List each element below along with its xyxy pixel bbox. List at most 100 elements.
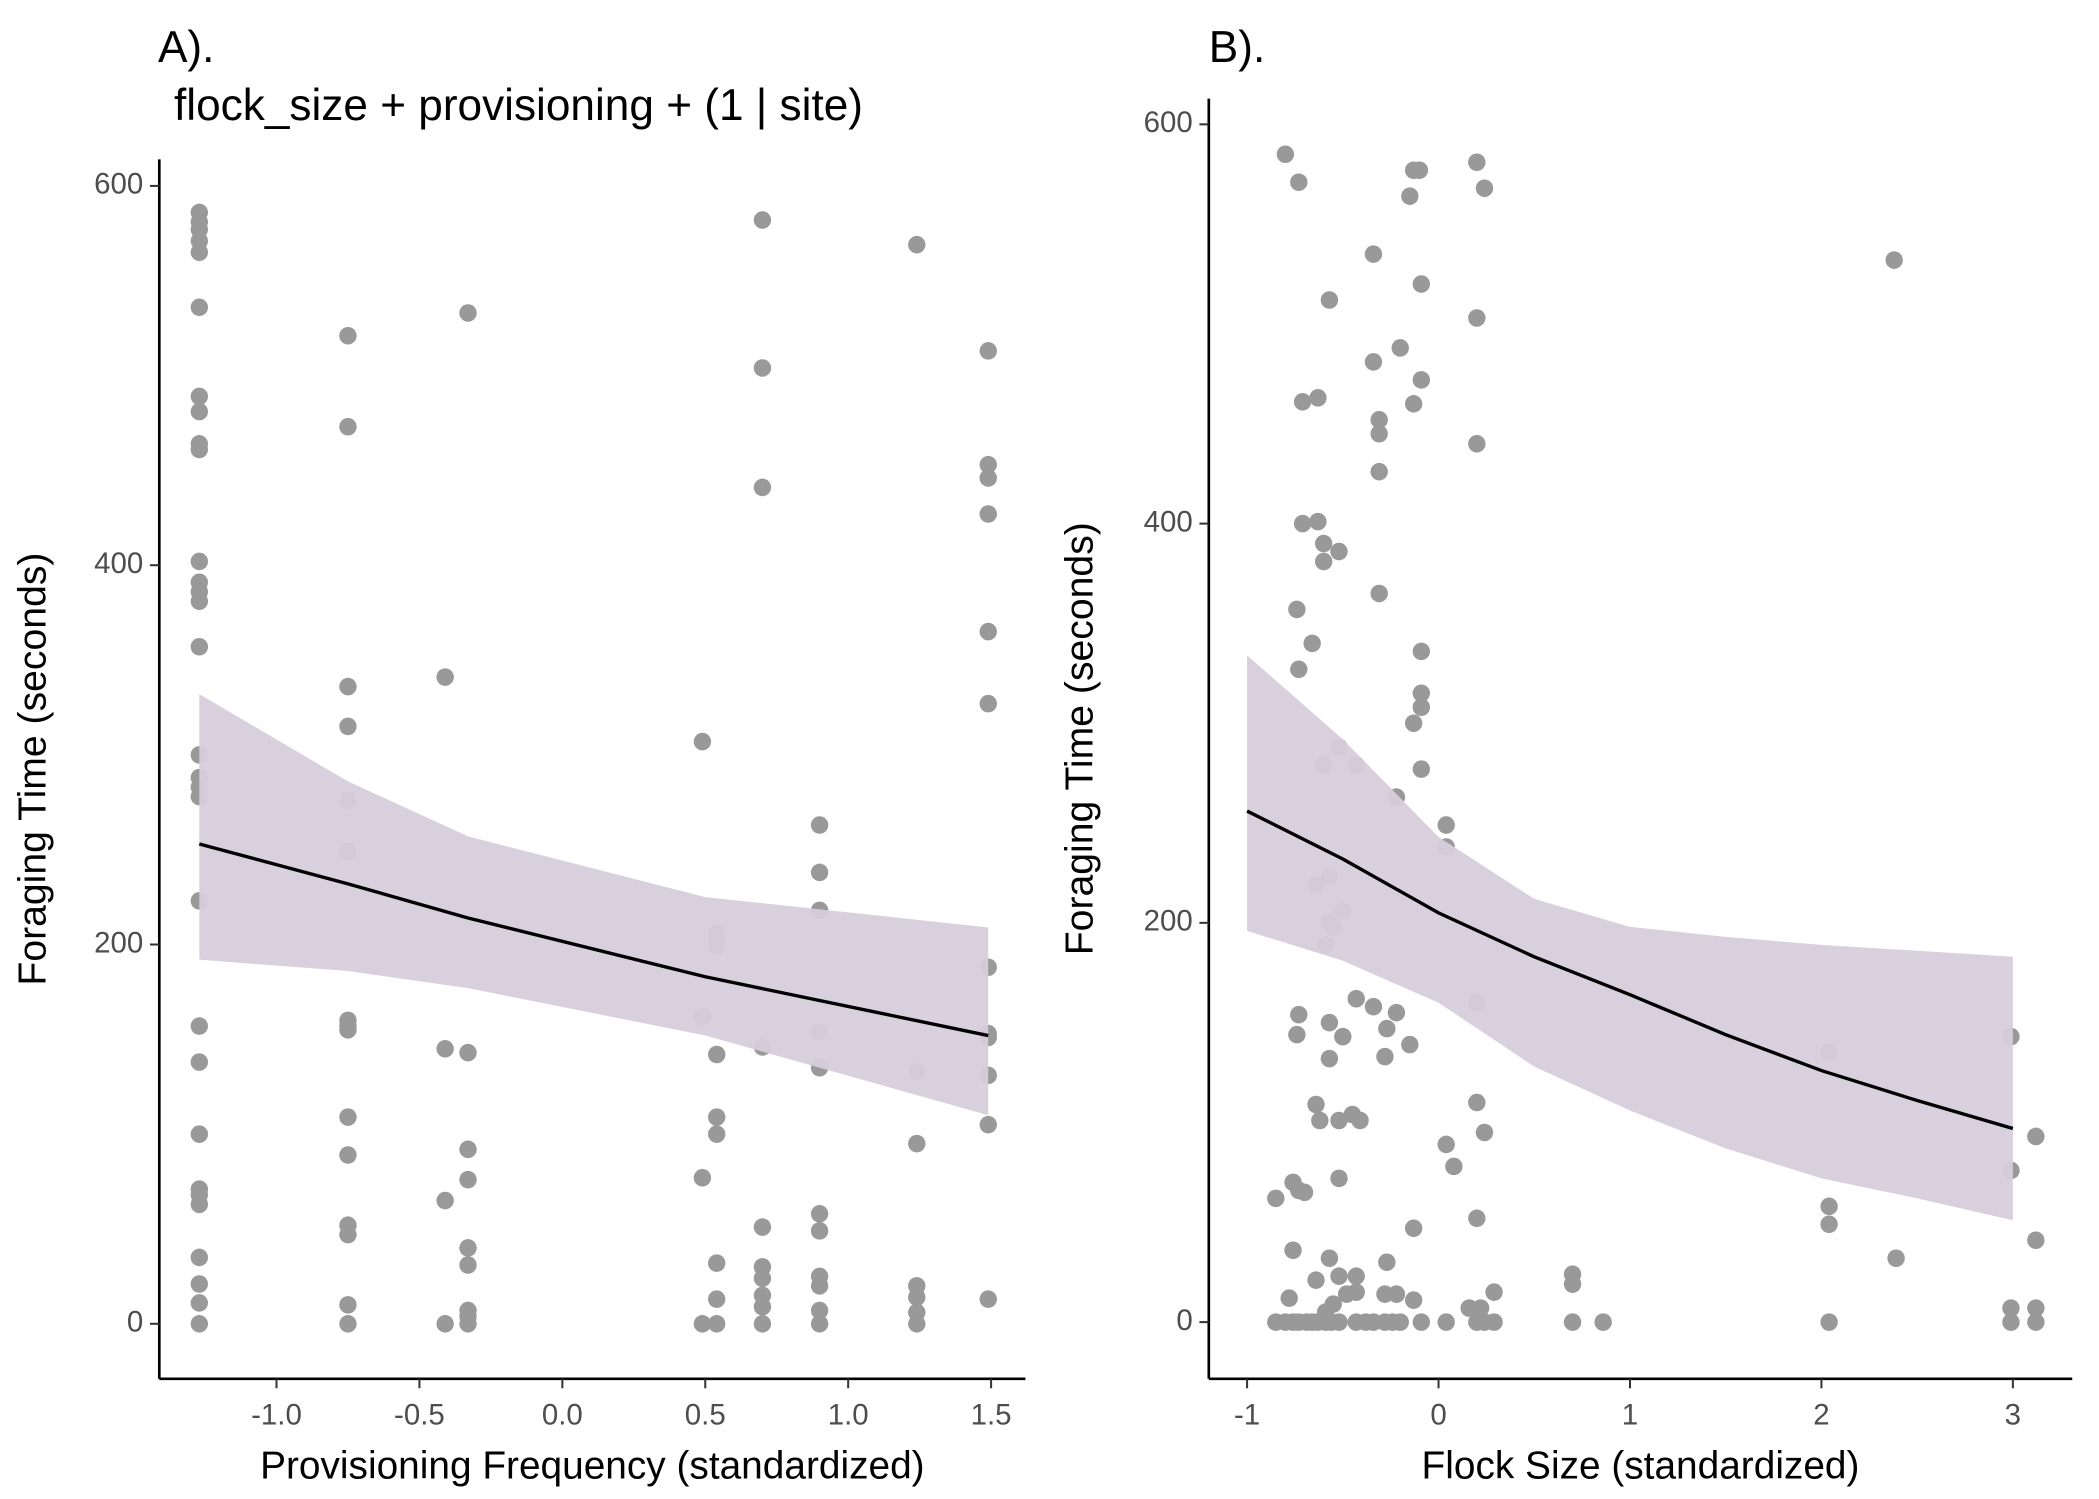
data-point (339, 417, 357, 436)
data-point (753, 211, 772, 229)
data-point (190, 402, 209, 421)
data-point (1280, 1289, 1298, 1307)
data-point (1445, 1157, 1463, 1176)
data-point (693, 732, 712, 751)
data-point (459, 1239, 477, 1257)
data-point (1437, 816, 1455, 834)
data-point (1295, 1183, 1314, 1202)
x-tick-label: 1.5 (971, 1398, 1012, 1431)
data-point (459, 1170, 477, 1189)
confidence-band (199, 694, 989, 1116)
data-point (2002, 1299, 2020, 1317)
data-point (1309, 389, 1327, 407)
x-tick-label: 1 (1622, 1398, 1638, 1431)
data-point (436, 1191, 454, 1210)
x-tick-label: 2 (1813, 1398, 1829, 1431)
data-point (1370, 462, 1388, 481)
data-point (1364, 353, 1383, 371)
data-point (810, 863, 829, 882)
data-point (1378, 1253, 1396, 1272)
data-point (1820, 1215, 1838, 1234)
x-tick-label: 0.5 (685, 1398, 726, 1431)
data-point (1485, 1283, 1503, 1301)
data-point (190, 1275, 209, 1293)
data-point (2027, 1127, 2045, 1146)
x-tick-label: -1.0 (251, 1398, 302, 1431)
data-point (1293, 514, 1312, 533)
data-point (979, 469, 997, 487)
data-point (1468, 1093, 1486, 1112)
data-point (1563, 1275, 1582, 1293)
data-point (1347, 989, 1365, 1008)
data-point (1351, 1111, 1369, 1130)
data-point (1412, 698, 1431, 717)
data-point (436, 668, 454, 686)
data-point (190, 592, 209, 611)
y-tick-label: 600 (1144, 106, 1193, 139)
y-tick-label: 400 (1144, 505, 1193, 538)
data-point (1594, 1313, 1612, 1331)
data-point (2002, 1313, 2020, 1331)
data-point (1468, 309, 1486, 327)
data-point (1404, 1291, 1423, 1309)
data-point (979, 342, 997, 360)
data-point (459, 304, 477, 322)
y-tick-label: 200 (1144, 905, 1193, 938)
data-point (908, 1315, 926, 1333)
data-point (810, 1301, 829, 1320)
data-point (1267, 1189, 1285, 1208)
data-point (1290, 173, 1308, 192)
y-tick-label: 200 (94, 926, 143, 959)
panel: A). flock_size + provisioning + (1 | site… (12, 23, 1026, 1488)
data-point (190, 243, 209, 262)
data-point (1311, 1111, 1329, 1130)
data-point (1460, 1299, 1478, 1317)
data-point (1563, 1313, 1582, 1331)
data-point (190, 637, 209, 656)
data-point (1468, 434, 1486, 453)
data-point (1376, 1047, 1394, 1066)
data-point (1314, 534, 1333, 553)
data-point (1412, 371, 1431, 389)
data-point (1475, 1123, 1494, 1142)
data-point (190, 1053, 209, 1071)
data-point (1288, 600, 1306, 619)
data-point (693, 1169, 712, 1187)
data-point (1364, 245, 1383, 263)
data-point (190, 1125, 209, 1143)
data-point (810, 816, 829, 834)
data-point (1307, 1271, 1325, 1289)
data-point (190, 1017, 209, 1035)
data-point (1288, 1025, 1306, 1044)
y-tick-label: 400 (94, 547, 143, 580)
data-point (810, 1315, 829, 1333)
data-point (339, 1315, 357, 1333)
data-point (459, 1140, 477, 1159)
data-point (1404, 714, 1423, 733)
data-point (1410, 161, 1429, 180)
panel-subtitle: flock_size + provisioning + (1 | site) (174, 81, 863, 130)
data-point (459, 1043, 477, 1062)
data-point (1370, 411, 1388, 429)
data-point (1370, 584, 1388, 603)
data-point (1468, 1209, 1486, 1228)
data-point (1320, 291, 1339, 309)
data-point (1337, 1285, 1356, 1303)
data-point (707, 1254, 726, 1272)
x-tick-label: 3 (2005, 1398, 2021, 1431)
data-point (2027, 1231, 2045, 1250)
data-point (1303, 634, 1321, 653)
data-point (979, 694, 997, 713)
data-point (707, 1125, 726, 1143)
data-point (1885, 251, 1903, 269)
panel-title: B). (1209, 23, 1265, 72)
fit-line (1246, 809, 2014, 1131)
data-point (979, 622, 997, 641)
data-point (1391, 1313, 1409, 1331)
data-point (459, 1315, 477, 1333)
data-point (1437, 1135, 1455, 1154)
data-point (810, 1222, 829, 1240)
data-point (707, 1108, 726, 1126)
y-axis-label: Foraging Time (seconds) (12, 553, 55, 986)
